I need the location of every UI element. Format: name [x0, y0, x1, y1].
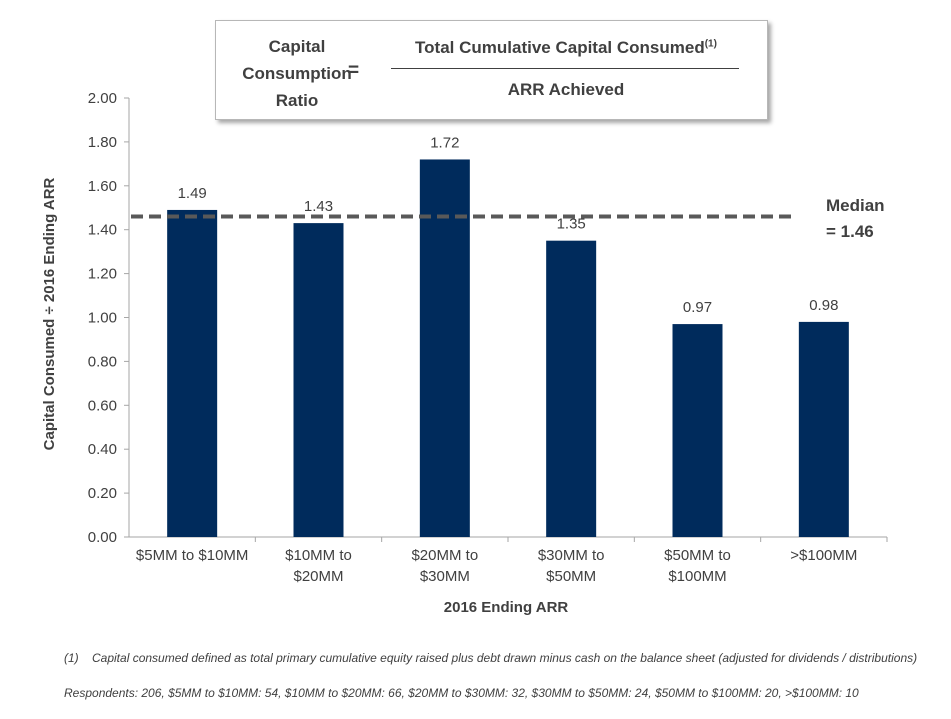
bar — [293, 223, 344, 538]
footnote: (1) Capital consumed defined as total pr… — [64, 650, 924, 666]
data-label: 1.72 — [430, 134, 459, 151]
y-tick-label: 0.60 — [88, 397, 117, 414]
median-label-line: Median — [826, 196, 885, 215]
x-tick-label: $50MM — [546, 568, 596, 585]
x-tick-label: $5MM to $10MM — [136, 547, 249, 564]
y-tick-label: 1.80 — [88, 134, 117, 151]
x-tick-label: $30MM to — [538, 547, 605, 564]
bars — [167, 159, 849, 538]
ratio-name-line: Capital — [268, 37, 326, 56]
x-tick-label: $30MM — [420, 568, 470, 585]
y-tick-label: 1.60 — [88, 178, 117, 195]
y-axis-title: Capital Consumed ÷ 2016 Ending ARR — [41, 177, 58, 450]
ratio-name-line: Ratio — [275, 91, 319, 110]
formula-numerator: Total Cumulative Capital Consumed(1) — [391, 38, 741, 58]
formula-denominator: ARR Achieved — [507, 80, 625, 99]
x-tick-label: $10MM to — [285, 547, 352, 564]
data-label: 1.43 — [304, 198, 333, 215]
numerator-text: Total Cumulative Capital Consumed — [415, 38, 705, 57]
median-label-line: = 1.46 — [826, 222, 874, 241]
y-axis: 0.00 0.20 0.40 0.60 0.80 1.00 1.20 1.40 1.60 1.80… — [88, 90, 130, 546]
equals-sign: = — [348, 60, 360, 81]
fraction-line — [391, 68, 739, 69]
bar — [167, 209, 218, 537]
footnote-text: Capital consumed defined as total primar… — [92, 651, 918, 665]
y-tick-label: 0.20 — [88, 485, 117, 502]
data-label: 1.49 — [178, 185, 207, 202]
x-tick-label: $20MM — [293, 568, 343, 585]
numerator-footnote-ref: (1) — [704, 38, 717, 50]
y-tick-label: 1.20 — [88, 266, 117, 283]
y-tick-label: 2.00 — [88, 90, 117, 107]
x-tick-label: $50MM to — [664, 547, 731, 564]
respondents-note: Respondents: 206, $5MM to $10MM: 54, $10… — [64, 686, 859, 700]
bar — [546, 240, 597, 538]
ratio-name: Capital Consumption Ratio — [216, 33, 378, 114]
ratio-name-line: Consumption — [242, 64, 352, 83]
bar — [419, 159, 470, 537]
bar — [798, 321, 849, 537]
y-tick-label: 0.40 — [88, 441, 117, 458]
footnote-number: (1) — [64, 651, 79, 665]
y-tick-label: 0.00 — [88, 529, 117, 546]
data-labels: 1.49 1.43 1.72 1.35 0.97 0.98 — [178, 134, 839, 316]
formula-box: Capital Consumption Ratio = Total Cumula… — [215, 20, 768, 120]
data-label: 0.97 — [683, 299, 712, 316]
bar — [672, 324, 723, 537]
x-axis: $5MM to $10MM $10MM to $20MM $20MM to $30MM $… — [129, 536, 888, 585]
y-tick-label: 0.80 — [88, 353, 117, 370]
x-tick-label: $20MM to — [411, 547, 478, 564]
x-tick-label: $100MM — [668, 568, 726, 585]
data-label: 1.35 — [557, 216, 586, 233]
y-tick-label: 1.40 — [88, 222, 117, 239]
data-label: 0.98 — [809, 297, 838, 314]
y-tick-label: 1.00 — [88, 310, 117, 327]
x-axis-title: 2016 Ending ARR — [444, 599, 569, 616]
x-tick-label: >$100MM — [790, 547, 857, 564]
median-label: Median = 1.46 — [826, 193, 885, 245]
